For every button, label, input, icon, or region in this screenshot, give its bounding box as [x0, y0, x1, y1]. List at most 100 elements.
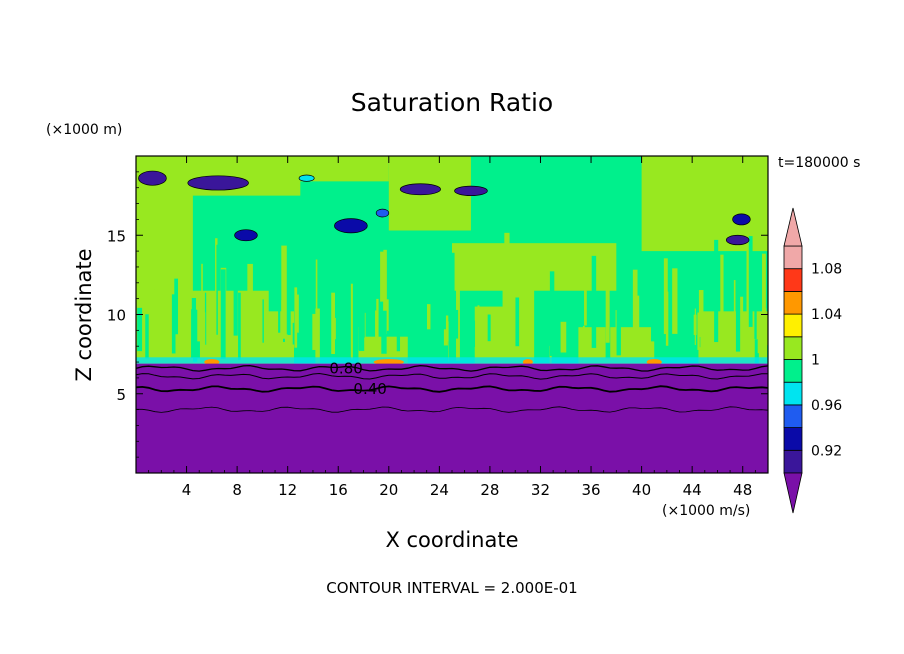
plume-streak — [445, 315, 449, 342]
plume-streak — [246, 295, 252, 337]
plume-streak — [469, 320, 476, 347]
contour-lines: 0.80 0.40 — [135, 359, 769, 413]
plume-streak — [201, 263, 203, 346]
plume-streak — [605, 280, 610, 343]
dry-pocket — [334, 218, 368, 234]
plume-streak — [591, 255, 597, 348]
plume-streak — [191, 297, 197, 352]
plume-streak — [240, 293, 242, 364]
y-tick-label: 5 — [116, 386, 126, 404]
plume-streak — [315, 259, 318, 333]
plume-streak — [378, 301, 384, 333]
supersaturation-spot — [204, 359, 220, 366]
time-label: t=180000 s — [778, 155, 860, 171]
supersaturation-spot — [522, 359, 533, 366]
x-unit-label: (×1000 m/s) — [662, 503, 750, 519]
colorbar-band — [783, 404, 803, 428]
plume-streak — [448, 297, 454, 363]
x-tick-label: 24 — [430, 481, 449, 499]
colorbar-tick-label: 0.96 — [811, 398, 842, 414]
colorbar: 0.92 0.96 1 1.04 1.08 — [783, 207, 842, 514]
plume-streak — [757, 332, 763, 354]
plume-streak — [739, 296, 744, 351]
plume-streak — [381, 310, 387, 354]
plume-streak — [262, 299, 264, 343]
plume-streak — [396, 264, 401, 352]
colorbar-band — [783, 359, 803, 383]
plume-streak — [137, 307, 143, 352]
contour-line — [136, 406, 769, 413]
plume-streak — [582, 325, 585, 364]
dry-pocket — [725, 234, 750, 246]
plume-streak — [315, 308, 320, 364]
chart-title: Saturation Ratio — [351, 88, 553, 117]
plume-streak — [360, 271, 365, 338]
plume-streak — [452, 309, 459, 339]
dry-pocket — [138, 170, 167, 186]
plume-streak — [663, 258, 668, 335]
plume-streak — [216, 244, 218, 335]
plume-streak — [414, 259, 418, 361]
y-tick-label: 15 — [107, 227, 126, 245]
colorbar-band — [783, 449, 803, 474]
contour-line — [135, 364, 769, 372]
supersaturation-spot — [646, 359, 662, 366]
x-tick-label: 8 — [232, 481, 242, 499]
x-tick-label: 12 — [278, 481, 297, 499]
plume-streak — [443, 329, 448, 346]
plume-streak — [149, 254, 155, 343]
plume-streak — [416, 293, 420, 326]
plume-streak — [154, 289, 158, 344]
plume-streak — [754, 339, 759, 364]
colorbar-tick-label: 1.08 — [811, 262, 842, 278]
contour-line — [135, 385, 769, 393]
x-tick-label: 28 — [480, 481, 499, 499]
y-axis-label: Z coordinate — [72, 248, 96, 381]
dry-pocket — [187, 175, 249, 191]
supersaturated-patch — [452, 243, 617, 291]
plume-streak — [477, 305, 480, 362]
plume-streak — [281, 245, 287, 339]
plume-streak — [698, 290, 704, 338]
x-tick-label: 44 — [683, 481, 702, 499]
plume-streak — [487, 314, 491, 342]
plume-streak — [287, 263, 291, 336]
y-unit-label: (×1000 m) — [46, 122, 122, 138]
plume-streak — [238, 292, 241, 360]
colorbar-band — [783, 268, 803, 292]
inversion-band — [136, 357, 768, 364]
plume-streak — [560, 321, 567, 353]
plume-streak — [204, 292, 207, 345]
colorbar-band — [783, 245, 803, 270]
plume-streak — [672, 268, 678, 334]
plume-streak — [220, 269, 226, 359]
colorbar-tick-label: 1 — [811, 353, 820, 369]
plume-streak — [555, 302, 558, 328]
contour-label: 0.40 — [353, 380, 386, 398]
plume-streak — [312, 313, 317, 350]
plume-streak — [693, 314, 697, 336]
x-tick-label: 4 — [182, 481, 192, 499]
dry-pocket — [399, 183, 441, 196]
plume-streak — [461, 312, 464, 363]
contour-label: 0.80 — [329, 359, 362, 377]
plume-streak — [350, 283, 353, 360]
plume-streak — [720, 254, 724, 346]
subsaturated-lower-layer — [136, 363, 768, 473]
plume-streak — [754, 301, 757, 339]
plume-streak — [697, 312, 700, 350]
dry-pocket — [298, 174, 315, 182]
plume-streak — [762, 253, 766, 346]
plume-streak — [509, 279, 511, 350]
contour-line — [135, 372, 769, 380]
plume-streak — [504, 232, 510, 334]
plume-streak — [633, 298, 637, 325]
plume-streak — [732, 313, 734, 361]
plume-streak — [145, 314, 149, 359]
dry-pocket — [454, 185, 488, 196]
colorbar-band — [783, 313, 803, 338]
dry-pocket — [375, 208, 390, 218]
colorbar-band — [783, 381, 803, 406]
colorbar-band — [783, 336, 803, 360]
x-axis: 4 8 12 16 20 24 28 32 36 40 44 48 — [148, 156, 756, 499]
